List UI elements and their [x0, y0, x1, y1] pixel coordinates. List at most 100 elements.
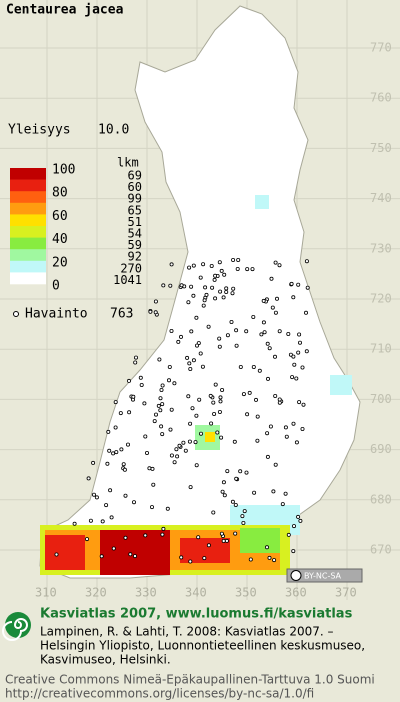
observation-dot	[200, 364, 205, 369]
observation-dot	[91, 460, 96, 465]
observation-dot	[160, 383, 165, 388]
observation-dot	[244, 329, 249, 334]
observation-dot	[168, 283, 173, 288]
observation-dot	[108, 488, 113, 493]
observation-dot	[198, 351, 203, 356]
observation-dot	[303, 310, 308, 315]
observation-dot	[245, 412, 250, 417]
observation-dot	[300, 426, 305, 431]
observation-dot	[220, 489, 225, 494]
observation-dot	[206, 543, 211, 548]
observation-dot	[188, 366, 193, 371]
observation-dot	[88, 518, 93, 523]
observation-dot	[209, 263, 214, 268]
observation-dot	[148, 309, 153, 314]
observation-dot	[219, 531, 224, 536]
observation-dot	[247, 390, 252, 395]
observation-dot	[186, 394, 191, 399]
observation-dot	[133, 360, 138, 365]
observation-dot	[92, 492, 97, 497]
observation-dot	[114, 450, 119, 455]
observation-dot	[149, 505, 154, 510]
observation-dot	[272, 354, 277, 359]
observation-dot	[169, 262, 174, 267]
observation-dot	[194, 343, 199, 348]
observation-dot	[111, 451, 116, 456]
observation-dot	[128, 552, 133, 557]
observation-dot	[221, 480, 226, 485]
logo-spiral	[2, 618, 28, 641]
legend-swatch	[10, 214, 46, 227]
observation-dot	[294, 440, 299, 445]
observation-dot	[107, 448, 112, 453]
legend-count: 69	[128, 169, 142, 183]
grid-y-label: 690	[370, 442, 392, 456]
observation-dot	[169, 328, 174, 333]
legend-scale-label: 60	[52, 209, 68, 224]
observation-dot	[177, 443, 182, 448]
observation-dot	[221, 295, 226, 300]
observation-dot	[185, 355, 190, 360]
license-line: http://creativecommons.org/licenses/by-n…	[5, 687, 314, 701]
observation-dot	[217, 409, 222, 414]
observation-dot	[191, 293, 196, 298]
observation-dot	[294, 376, 299, 381]
observation-dot	[248, 557, 253, 562]
observation-dot	[139, 382, 144, 387]
observation-dot	[231, 286, 236, 291]
observation-dot	[111, 546, 116, 551]
observation-dot	[304, 259, 309, 264]
observation-dot	[179, 283, 184, 288]
observation-dot	[158, 408, 163, 413]
observation-dot	[160, 432, 165, 437]
observation-dot	[234, 343, 239, 348]
observation-dot	[255, 438, 260, 443]
observation-dot	[297, 332, 302, 337]
observation-dot	[217, 344, 222, 349]
observation-dot	[144, 450, 149, 455]
legend-scale-label: 80	[52, 186, 68, 201]
observation-dot	[273, 310, 278, 315]
observation-dot	[213, 382, 218, 387]
observation-dot	[193, 440, 198, 445]
observation-dot	[291, 524, 296, 529]
cc-icon	[290, 570, 302, 581]
observation-dot	[202, 556, 207, 561]
observation-dot	[127, 378, 132, 383]
grid-y-label: 670	[370, 543, 392, 557]
legend-swatch	[10, 260, 46, 273]
observation-dot	[251, 364, 256, 369]
observation-dot	[126, 442, 131, 447]
observation-dot	[267, 555, 272, 560]
observation-dot	[290, 375, 295, 380]
observation-dot	[217, 260, 222, 265]
observation-dot	[222, 272, 227, 277]
observation-dot	[255, 414, 260, 419]
observation-dot	[106, 429, 111, 434]
finland-outline	[39, 5, 361, 579]
observation-dot	[240, 514, 245, 519]
observation-dot	[231, 257, 236, 262]
grid-x-label: 350	[235, 586, 257, 600]
observation-dot	[86, 476, 91, 481]
legend-count: 51	[128, 215, 142, 229]
observation-dot	[252, 490, 257, 495]
grid-y-label: 760	[370, 91, 392, 105]
observation-dot	[153, 310, 158, 315]
observation-dot	[206, 324, 211, 329]
observation-dot	[94, 495, 99, 500]
cell	[205, 432, 215, 442]
observation-dot	[143, 434, 148, 439]
observation-dot	[169, 407, 174, 412]
observation-dot	[220, 387, 225, 392]
grid-y-label: 680	[370, 492, 392, 506]
observation-dot	[119, 447, 124, 452]
observation-dot	[104, 503, 109, 508]
observation-dot	[232, 439, 237, 444]
license-badge-text: BY-NC-SA	[304, 572, 342, 581]
observation-dot	[242, 509, 247, 514]
observation-dot	[176, 339, 181, 344]
observation-dot	[113, 425, 118, 430]
legend-swatch	[10, 272, 46, 285]
